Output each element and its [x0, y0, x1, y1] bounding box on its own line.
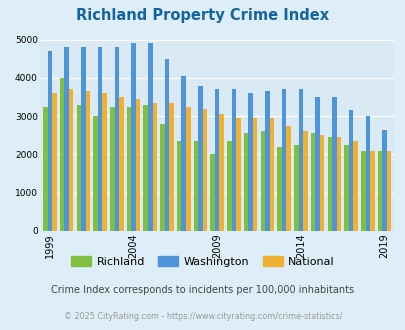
Bar [177, 141, 181, 231]
Bar [248, 93, 252, 231]
Bar [377, 150, 382, 231]
Bar [315, 97, 319, 231]
Bar [148, 44, 152, 231]
Bar [252, 118, 257, 231]
Bar [331, 97, 336, 231]
Bar [319, 135, 324, 231]
Bar [64, 47, 68, 231]
Bar [135, 99, 140, 231]
Bar [360, 150, 365, 231]
Text: Richland Property Crime Index: Richland Property Crime Index [76, 8, 329, 23]
Bar [336, 137, 340, 231]
Bar [227, 141, 231, 231]
Text: © 2025 CityRating.com - https://www.cityrating.com/crime-statistics/: © 2025 CityRating.com - https://www.city… [64, 312, 341, 321]
Bar [281, 89, 286, 231]
Bar [327, 137, 331, 231]
Bar [264, 91, 269, 231]
Bar [43, 107, 47, 231]
Bar [219, 114, 224, 231]
Bar [85, 91, 90, 231]
Bar [386, 150, 390, 231]
Bar [269, 118, 273, 231]
Bar [198, 85, 202, 231]
Bar [214, 89, 219, 231]
Bar [298, 89, 303, 231]
Bar [310, 133, 315, 231]
Bar [277, 147, 281, 231]
Bar [47, 51, 52, 231]
Bar [181, 76, 185, 231]
Bar [81, 47, 85, 231]
Bar [98, 47, 102, 231]
Bar [202, 109, 207, 231]
Legend: Richland, Washington, National: Richland, Washington, National [66, 251, 339, 271]
Bar [365, 116, 369, 231]
Bar [236, 118, 240, 231]
Bar [131, 44, 135, 231]
Bar [352, 141, 357, 231]
Bar [60, 78, 64, 231]
Bar [68, 89, 73, 231]
Bar [243, 133, 248, 231]
Bar [102, 93, 107, 231]
Bar [210, 154, 214, 231]
Bar [169, 103, 173, 231]
Bar [303, 131, 307, 231]
Bar [152, 103, 157, 231]
Bar [93, 116, 98, 231]
Bar [185, 107, 190, 231]
Bar [382, 130, 386, 231]
Bar [76, 105, 81, 231]
Bar [119, 97, 123, 231]
Text: Crime Index corresponds to incidents per 100,000 inhabitants: Crime Index corresponds to incidents per… [51, 285, 354, 295]
Bar [143, 105, 148, 231]
Bar [126, 107, 131, 231]
Bar [114, 47, 119, 231]
Bar [369, 150, 374, 231]
Bar [348, 111, 352, 231]
Bar [343, 145, 348, 231]
Bar [52, 93, 56, 231]
Bar [260, 131, 264, 231]
Bar [231, 89, 236, 231]
Bar [164, 59, 169, 231]
Bar [286, 126, 290, 231]
Bar [293, 145, 298, 231]
Bar [193, 141, 198, 231]
Bar [110, 107, 114, 231]
Bar [160, 124, 164, 231]
